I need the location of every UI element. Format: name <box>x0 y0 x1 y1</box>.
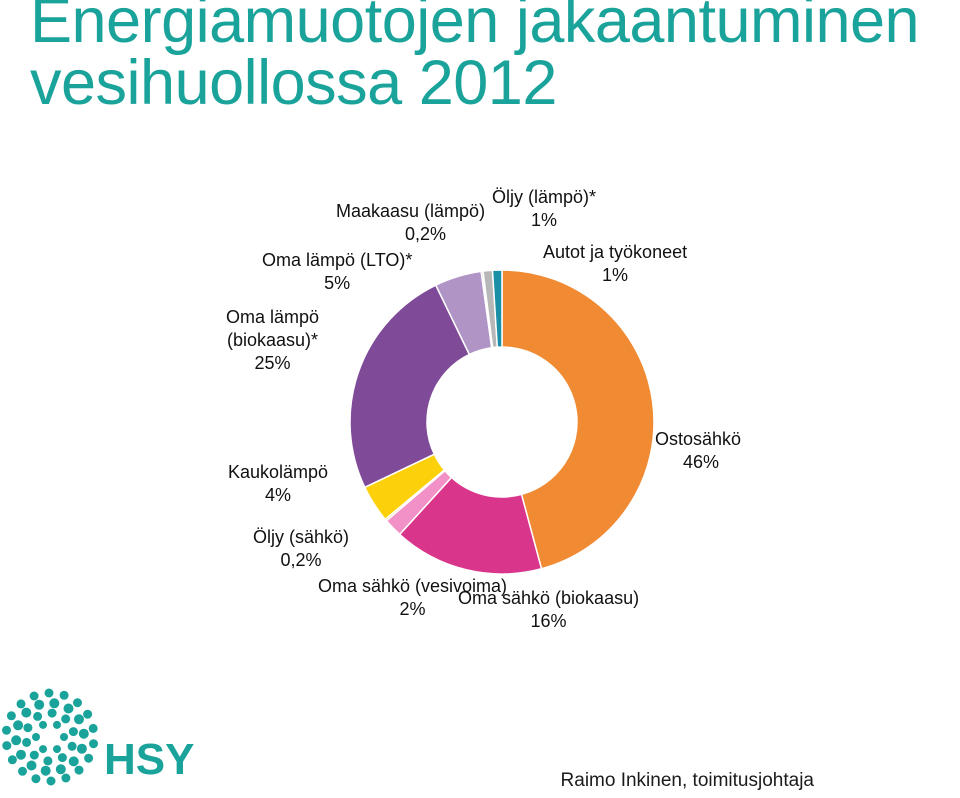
logo-dot <box>59 690 69 700</box>
logo-dot <box>18 766 27 776</box>
logo-dot <box>73 698 82 708</box>
logo-dot <box>13 720 24 731</box>
slice-value: 1% <box>531 210 558 230</box>
hsy-logo-mark: HSY <box>2 688 194 786</box>
logo-dot <box>74 714 84 725</box>
slice-value: 46% <box>683 452 720 472</box>
slice-name: Oma sähkö (vesivoima) <box>318 576 508 596</box>
slice-name: Oma lämpö (biokaasu)* <box>226 307 320 350</box>
logo-dot <box>68 756 79 767</box>
label-oma-sahko-vesivoima: Oma sähkö (vesivoima) 2% <box>318 575 507 621</box>
title-line-1: Energiamuotojen jakaantuminen <box>30 0 920 56</box>
logo-dot <box>60 733 68 741</box>
label-maakaasu-lampo: Maakaasu (lämpö) 0,2% <box>336 200 485 246</box>
logo-dot <box>16 749 26 760</box>
logo-dot <box>78 728 89 739</box>
label-oma-lampo-lto: Oma lämpö (LTO)* 5% <box>262 249 412 295</box>
slice-name: Maakaasu (lämpö) <box>336 201 486 221</box>
logo-dot <box>21 707 32 718</box>
slice-name: Autot ja työkoneet <box>543 242 688 262</box>
slice-value: 4% <box>265 485 292 505</box>
logo-dot <box>89 739 98 749</box>
label-oljy-sahko: Öljy (sähkö) 0,2% <box>253 526 349 572</box>
logo-dot <box>53 720 61 729</box>
logo-dot <box>32 733 40 741</box>
logo-dot <box>11 735 22 746</box>
slice-value: 0,2% <box>405 224 447 244</box>
logo-dot <box>61 773 71 783</box>
logo-dot <box>49 698 60 709</box>
logo-dot <box>34 699 45 710</box>
logo-dot <box>57 753 67 763</box>
slice-ostosähkö <box>501 269 655 570</box>
hsy-logo: HSY <box>0 682 200 793</box>
slice-value: 16% <box>530 611 567 631</box>
label-ostosahko: Ostosähkö 46% <box>655 428 741 474</box>
logo-dot <box>33 711 43 721</box>
page-title: Energiamuotojen jakaantuminen vesihuollo… <box>30 0 950 118</box>
hsy-logo-text: HSY <box>104 735 194 784</box>
slice-value: 2% <box>399 599 426 619</box>
slice-name: Oma sähkö (biokaasu) <box>458 588 640 608</box>
label-kaukolampo: Kaukolämpö 4% <box>228 461 328 507</box>
logo-dot <box>63 703 74 714</box>
title-line-2: vesihuollossa 2012 <box>30 48 557 118</box>
logo-dot <box>2 741 12 751</box>
slice-name: Oma lämpö (LTO)* <box>262 250 413 270</box>
logo-dot <box>43 756 53 766</box>
logo-dot <box>6 711 16 721</box>
logo-dot <box>39 745 47 754</box>
slice-oma-lämpö-biokaasu <box>349 284 471 489</box>
logo-dot <box>40 765 51 776</box>
logo-dot <box>68 727 78 737</box>
logo-dot <box>84 753 94 763</box>
logo-dot <box>46 776 56 786</box>
logo-dot <box>61 714 71 724</box>
logo-dot <box>47 708 57 718</box>
logo-dot <box>44 688 54 698</box>
logo-dot <box>88 723 98 733</box>
slice-value: 0,2% <box>280 550 322 570</box>
label-oma-sahko-biokaasu: Oma sähkö (biokaasu) 16% <box>458 587 639 633</box>
slice-autot-ja-työkoneet <box>491 269 503 348</box>
logo-dot <box>31 774 41 784</box>
label-autot-ja-tyokoneet: Autot ja työkoneet 1% <box>543 241 687 287</box>
label-oma-lampo-biokaasu: Oma lämpö (biokaasu)* 25% <box>226 306 319 375</box>
label-oljy-lampo: Öljy (lämpö)* 1% <box>492 186 596 232</box>
logo-dot <box>53 745 61 754</box>
slice-value: 25% <box>254 353 291 373</box>
slice-value: 1% <box>602 265 629 285</box>
logo-dot <box>83 709 93 719</box>
slice-name: Öljy (sähkö) <box>253 527 350 547</box>
logo-dot <box>22 737 32 747</box>
slice-name: Ostosähkö <box>655 429 742 449</box>
logo-dot <box>55 764 66 775</box>
logo-dot <box>67 741 77 751</box>
logo-dot <box>2 725 11 735</box>
slice-name: Kaukolämpö <box>228 462 329 482</box>
logo-dot <box>26 760 37 771</box>
footer-author: Raimo Inkinen, toimitusjohtaja <box>560 770 814 791</box>
slice-name: Öljy (lämpö)* <box>492 187 597 207</box>
logo-dot <box>76 743 87 754</box>
logo-dot <box>74 765 84 775</box>
logo-dot <box>29 750 39 760</box>
logo-dot <box>29 691 39 701</box>
logo-dot <box>7 755 17 765</box>
slice-value: 5% <box>324 273 351 293</box>
logo-dot <box>23 723 33 733</box>
logo-dot <box>39 720 47 729</box>
logo-dot <box>16 699 26 709</box>
